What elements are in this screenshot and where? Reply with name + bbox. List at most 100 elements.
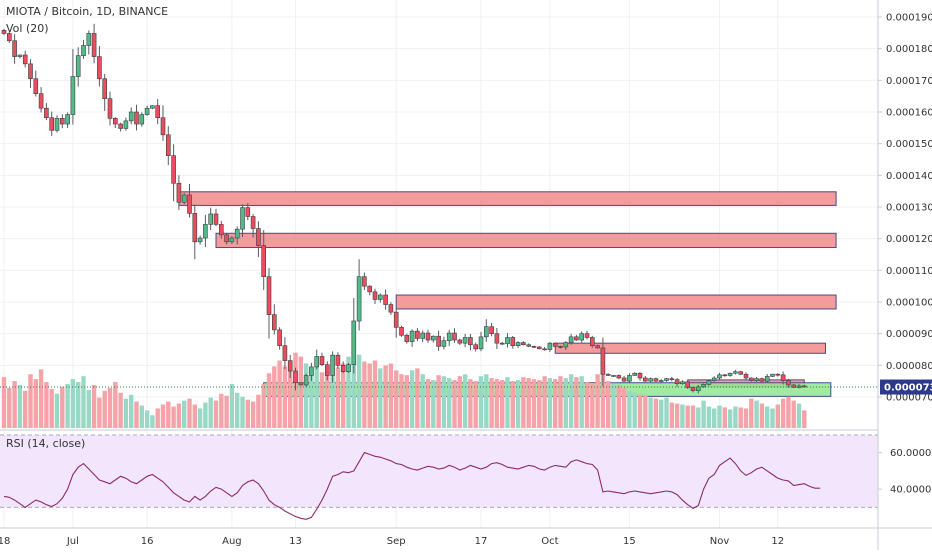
candle-body	[574, 336, 579, 341]
volume-bar	[621, 387, 627, 428]
volume-bar	[33, 379, 38, 428]
candle-body	[648, 378, 653, 382]
time-tick-label: Jul	[66, 536, 79, 547]
volume-bar	[76, 382, 81, 428]
candle-body	[118, 123, 123, 129]
candle-body	[139, 114, 145, 125]
volume-bar	[144, 410, 150, 428]
volume-bar	[341, 363, 346, 428]
candle-body	[319, 356, 325, 366]
volume-bar	[685, 405, 690, 428]
price-tick-label: 0.00016000	[886, 108, 932, 119]
volume-bar	[81, 376, 86, 428]
volume-bar	[314, 366, 319, 428]
volume-bar	[505, 377, 510, 428]
candle-body	[330, 354, 335, 376]
volume-bars	[1, 340, 807, 428]
volume-bar	[786, 396, 791, 428]
candle-body	[166, 134, 171, 157]
candle-body	[600, 347, 606, 375]
candle-body	[748, 377, 754, 381]
candle-body	[224, 234, 229, 243]
volume-bar	[282, 366, 288, 428]
candle-body	[669, 378, 675, 380]
volume-bar	[219, 393, 224, 428]
candle-body	[54, 118, 60, 131]
candle-body	[203, 224, 208, 239]
volume-bar	[611, 384, 616, 428]
volume-bar	[28, 374, 33, 428]
candle-body	[764, 376, 770, 382]
volume-bar	[531, 379, 537, 428]
volume-bar	[802, 410, 807, 428]
candle-body	[1, 29, 7, 34]
volume-bar	[250, 401, 256, 428]
volume-bar	[574, 377, 579, 428]
price-tick-label: 0.00008000	[886, 361, 932, 372]
volume-bar	[595, 374, 600, 428]
time-tick-label: 18	[0, 536, 10, 547]
volume-bar	[298, 356, 303, 428]
volume-bar	[780, 398, 786, 428]
volume-bar	[733, 406, 738, 428]
candle-body	[346, 364, 351, 372]
volume-bar	[770, 408, 775, 428]
volume-bar	[558, 376, 563, 428]
candle-body	[181, 194, 187, 203]
volume-bar	[701, 400, 706, 428]
candle-body	[521, 342, 526, 346]
volume-bar	[420, 374, 425, 428]
volume-bar	[643, 395, 648, 428]
volume-bar	[659, 399, 664, 428]
candle-body	[611, 375, 616, 377]
volume-bar	[590, 383, 595, 428]
zone-rect	[554, 342, 826, 354]
candle-body	[28, 63, 33, 80]
candle-body	[674, 379, 680, 385]
candle-body	[733, 371, 738, 374]
candle-body	[494, 333, 500, 344]
volume-bar	[65, 384, 70, 428]
volume-bar	[754, 400, 759, 428]
volume-bar	[600, 372, 606, 428]
volume-bar	[383, 365, 388, 428]
candlesticks	[0, 23, 878, 394]
candle-body	[245, 207, 251, 217]
candle-body	[266, 276, 272, 315]
volume-bar	[484, 374, 489, 428]
volume-bar	[627, 390, 632, 428]
volume-bar	[335, 367, 341, 428]
candle-body	[335, 354, 341, 366]
price-tick-label: 0.00014000	[886, 171, 932, 182]
candle-body	[441, 340, 447, 347]
volume-bar	[680, 404, 685, 428]
volume-bar	[266, 373, 272, 428]
volume-bar	[494, 379, 500, 428]
volume-bar	[584, 382, 590, 428]
candle-body	[59, 118, 65, 125]
volume-bar	[462, 374, 468, 428]
candle-body	[277, 329, 282, 347]
candle-body	[134, 111, 139, 125]
candle-body	[505, 337, 510, 345]
candle-body	[775, 373, 781, 376]
price-tick-label: 0.00012000	[886, 234, 932, 245]
volume-bar	[351, 340, 356, 428]
candle-body	[770, 373, 775, 377]
candle-body	[701, 384, 706, 388]
volume-bar	[425, 379, 431, 428]
price-tick-label: 0.00007000	[886, 393, 932, 404]
volume-bar	[166, 401, 171, 428]
volume-bar	[765, 406, 770, 428]
volume-bar	[134, 401, 139, 428]
volume-bar	[362, 361, 367, 428]
volume-bar	[648, 397, 653, 428]
candle-body	[287, 360, 293, 372]
candle-body	[113, 118, 118, 125]
volume-bar	[113, 382, 118, 428]
candle-body	[261, 245, 267, 277]
price-tick-label: 0.00017000	[886, 76, 932, 87]
candle-body	[399, 327, 404, 336]
volume-bar	[743, 408, 749, 428]
